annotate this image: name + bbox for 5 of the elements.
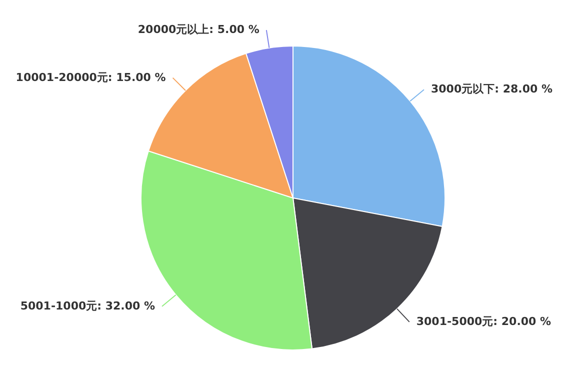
- slice-label: 10001-20000元: 15.00 %: [16, 70, 166, 84]
- slice-label: 3001-5000元: 20.00 %: [416, 314, 552, 328]
- slice-label: 20000元以上: 5.00 %: [138, 23, 260, 36]
- slice-label: 5001-1000元: 32.00 %: [20, 299, 156, 312]
- slice-label: 3000元以下: 28.00 %: [430, 82, 552, 96]
